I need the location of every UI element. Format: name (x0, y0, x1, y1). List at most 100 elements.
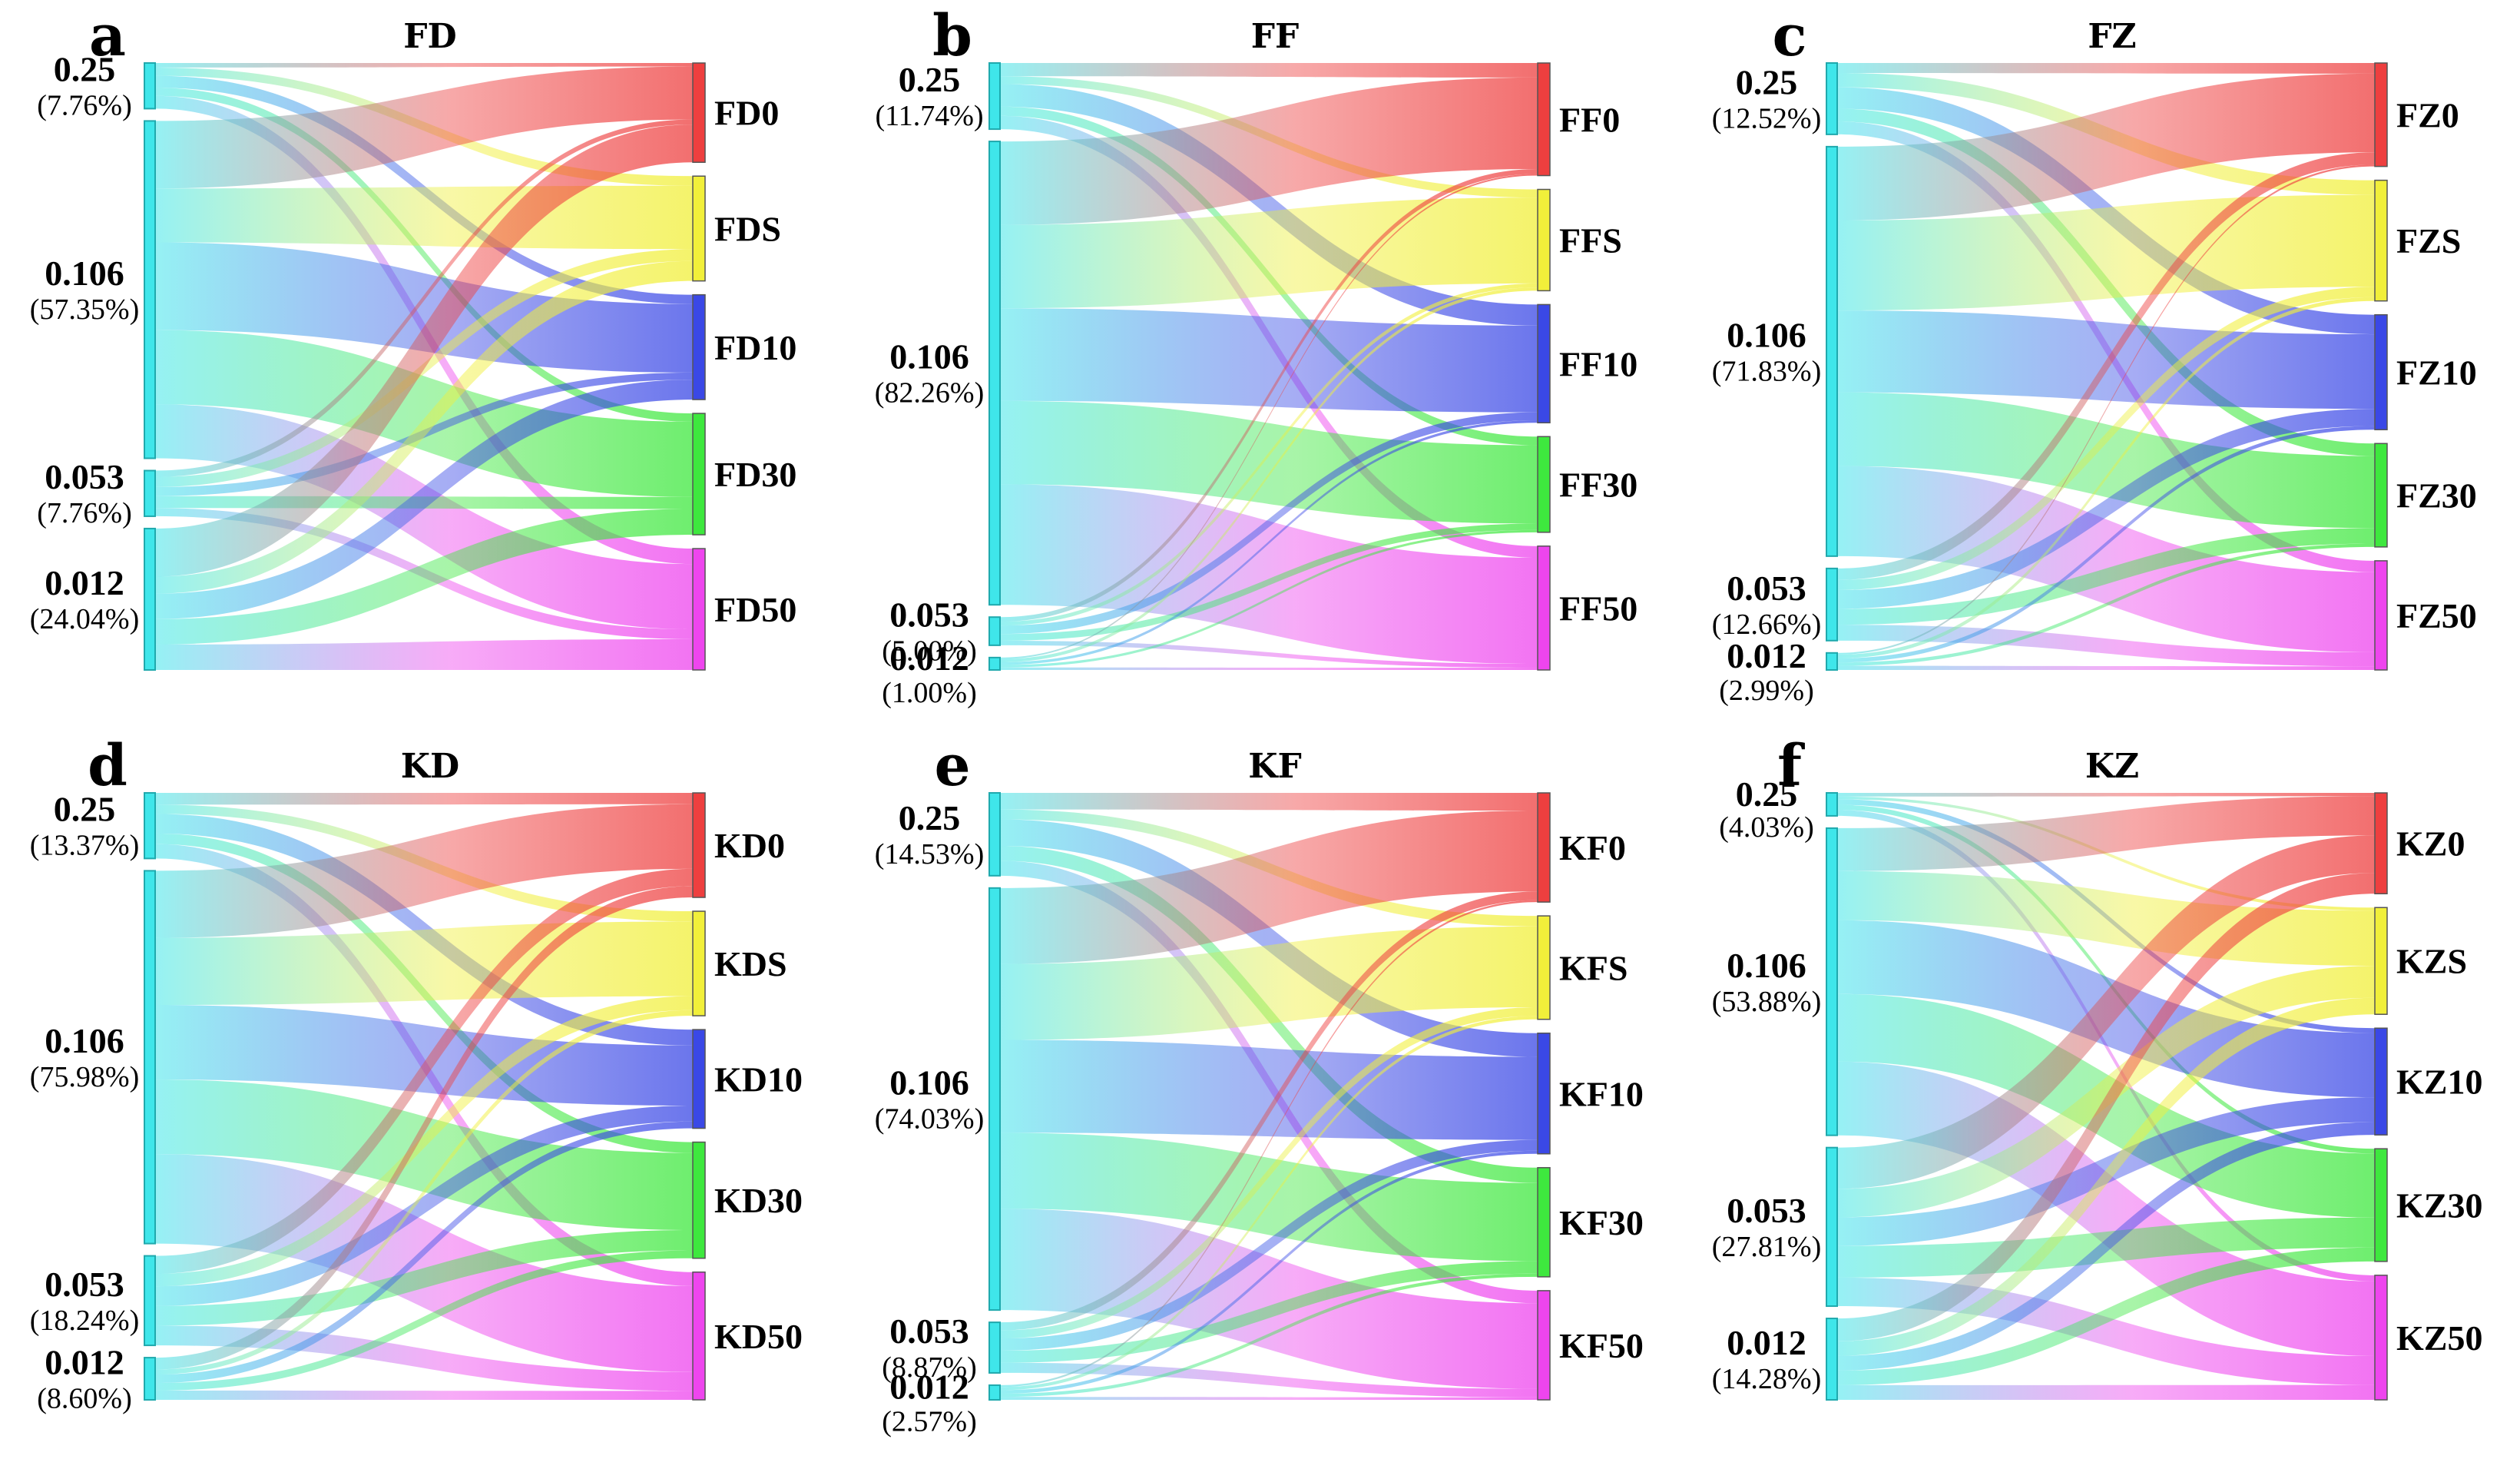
flow-link-1-0 (155, 66, 693, 189)
source-value-label: 0.25 (54, 790, 116, 829)
target-label: FD10 (714, 328, 796, 367)
target-node (692, 1271, 706, 1401)
flow-link-1-3 (1000, 1132, 1538, 1262)
source-value-label: 0.012 (1727, 636, 1806, 675)
sankey-panel-f: f KZ 0.25(4.03%) 0.106(53.88%) 0.053(27.81%)… (1712, 733, 2482, 1401)
flow-link-1-0 (1000, 77, 1538, 225)
source-value-label: 0.053 (1727, 569, 1806, 608)
source-value-label: 0.053 (45, 1265, 124, 1304)
flow-link-3-2 (1000, 419, 1538, 665)
target-node (692, 1029, 706, 1129)
source-percent-label: (7.76%) (37, 90, 131, 122)
target-label: KZ10 (2396, 1063, 2482, 1102)
source-value-label: 0.012 (1727, 1323, 1806, 1362)
flow-link-2-0 (1000, 891, 1538, 1331)
flow-link-2-4 (155, 1325, 693, 1391)
source-node (144, 792, 156, 860)
target-node (2374, 1027, 2388, 1136)
flow-links (1837, 63, 2375, 670)
panel-title: KD (401, 747, 459, 786)
flow-link-1-0 (155, 804, 693, 938)
flow-link-3-3 (155, 509, 693, 645)
panel-letter: b (932, 3, 972, 69)
flow-link-1-2 (155, 242, 693, 373)
source-node (1826, 1146, 1838, 1308)
source-percent-label: (8.60%) (37, 1383, 131, 1415)
flow-link-1-3 (155, 330, 693, 497)
source-node (1826, 652, 1838, 671)
target-label: KZS (2396, 942, 2467, 981)
flow-links (1000, 793, 1538, 1400)
flow-link-3-1 (155, 1010, 693, 1375)
flow-link-1-2 (1000, 1040, 1538, 1140)
flow-link-1-4 (155, 1154, 693, 1372)
sankey-panel-b: b FF 0.25(11.74%) 0.106(82.26%) 0.053(5.00%)… (875, 3, 1638, 709)
source-node (144, 62, 156, 110)
source-value-label: 0.25 (899, 798, 961, 837)
flow-link-3-3 (1000, 1273, 1538, 1398)
flow-link-1-0 (1837, 73, 2375, 221)
source-percent-label: (5.00%) (882, 635, 976, 668)
flow-link-3-0 (1000, 174, 1538, 659)
source-value-label: 0.25 (1736, 62, 1798, 101)
panel-letter: e (934, 733, 970, 799)
target-label: KD0 (714, 826, 785, 865)
sankey-panel-c: c FZ 0.25(12.52%) 0.106(71.83%) 0.053(12.66%… (1712, 3, 2477, 707)
flow-link-2-3 (1837, 528, 2375, 625)
sankey-panel-d: d KD 0.25(13.37%) 0.106(75.98%) 0.053(18.24%… (30, 733, 803, 1415)
source-percent-label: (71.83%) (1712, 355, 1821, 387)
source-node (988, 1384, 1001, 1401)
target-node (692, 175, 706, 282)
flow-link-3-3 (1837, 543, 2375, 666)
flow-link-3-2 (1837, 426, 2375, 663)
target-node (1537, 1290, 1551, 1401)
flow-link-3-4 (1837, 1384, 2375, 1400)
flow-link-3-2 (155, 380, 693, 619)
source-percent-label: (14.28%) (1712, 1363, 1821, 1395)
flow-link-1-4 (1837, 466, 2375, 652)
target-label: FZ50 (2396, 596, 2477, 635)
target-node (692, 1141, 706, 1259)
source-percent-label: (1.00%) (882, 677, 976, 709)
flow-links (155, 793, 693, 1400)
target-node (692, 910, 706, 1016)
source-value-label: 0.053 (45, 457, 124, 496)
target-label: KZ0 (2396, 824, 2465, 864)
target-label: FFS (1559, 221, 1622, 260)
target-label: KF10 (1559, 1074, 1644, 1113)
panel-letter: f (1777, 733, 1805, 799)
panel-letter: d (88, 733, 127, 799)
source-node (1826, 145, 1838, 557)
target-node (1537, 188, 1551, 292)
flow-link-2-0 (1837, 152, 2375, 580)
flow-link-2-1 (1000, 1007, 1538, 1339)
source-node (988, 616, 1001, 646)
target-label: KD30 (714, 1181, 803, 1220)
flow-link-2-2 (1000, 1139, 1538, 1351)
flow-link-0-0 (1000, 63, 1538, 78)
source-node (144, 1255, 156, 1347)
source-percent-label: (2.99%) (1719, 675, 1813, 707)
flow-link-0-0 (1837, 793, 2375, 797)
source-value-label: 0.106 (889, 1063, 969, 1102)
source-value-label: 0.012 (889, 1367, 969, 1406)
source-node (144, 120, 156, 459)
target-node (1537, 792, 1551, 903)
flow-link-3-2 (155, 1121, 693, 1384)
flow-link-2-1 (1837, 966, 2375, 1218)
source-node (988, 62, 1001, 131)
source-percent-label: (74.03%) (875, 1103, 984, 1135)
target-node (2374, 1148, 2388, 1262)
source-percent-label: (4.03%) (1719, 811, 1813, 844)
source-percent-label: (12.52%) (1712, 102, 1821, 134)
flow-link-1-1 (1000, 926, 1538, 1040)
flow-link-0-1 (1837, 796, 2375, 911)
target-label: FF30 (1559, 466, 1638, 505)
target-node (2374, 907, 2388, 1015)
target-node (1537, 303, 1551, 424)
source-value-label: 0.106 (45, 1021, 124, 1060)
source-node (988, 887, 1001, 1311)
source-node (1826, 1318, 1838, 1401)
target-label: FDS (714, 209, 781, 248)
panel-title: FZ (2088, 17, 2136, 56)
